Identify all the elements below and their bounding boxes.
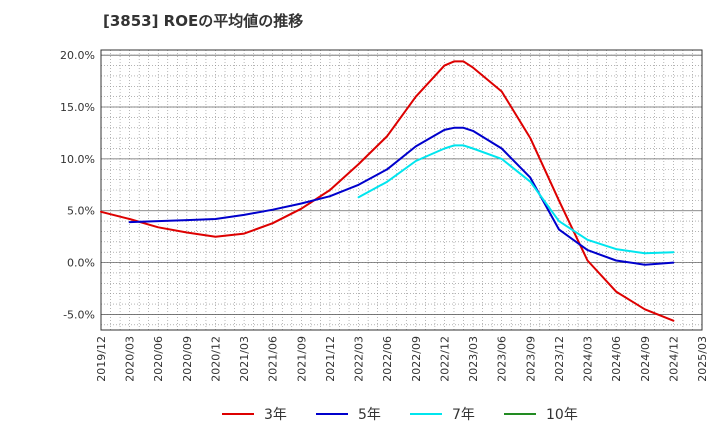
x-tick-label: 2021/12: [324, 336, 337, 382]
x-tick-label: 2021/09: [295, 336, 308, 382]
y-tick-label: 5.0%: [67, 205, 95, 218]
chart-title: [3853] ROEの平均値の推移: [103, 12, 304, 30]
y-tick-label: 0.0%: [67, 257, 95, 270]
y-tick-label: -5.0%: [63, 308, 95, 321]
series-line-7年: [357, 144, 675, 255]
y-tick-label: 10.0%: [60, 153, 95, 166]
x-tick-label: 2022/06: [381, 336, 394, 382]
x-tick-label: 2024/03: [582, 336, 595, 382]
series-line-5年: [128, 126, 675, 266]
x-tick-label: 2020/06: [152, 336, 165, 382]
x-tick-label: 2023/12: [553, 336, 566, 382]
x-tick-label: 2021/06: [267, 336, 280, 382]
x-tick-label: 2020/03: [124, 336, 137, 382]
x-tick-label: 2022/12: [438, 336, 451, 382]
grid-layer: [101, 50, 702, 330]
x-tick-label: 2020/09: [181, 336, 194, 382]
x-tick-label: 2022/09: [410, 336, 423, 382]
y-axis-ticks: 20.0% 15.0% 10.0% 5.0% 0.0% -5.0%: [60, 49, 95, 321]
series-layer: [100, 60, 675, 322]
series-line-3年: [100, 60, 675, 322]
x-tick-label: 2024/09: [639, 336, 652, 382]
x-tick-label: 2024/06: [610, 336, 623, 382]
x-tick-label: 2019/12: [95, 336, 108, 382]
legend: 3年 5年 7年 10年: [222, 407, 578, 423]
x-tick-label: 2020/12: [209, 336, 222, 382]
x-tick-label: 2021/03: [238, 336, 251, 382]
legend-label: 7年: [452, 407, 475, 423]
x-tick-label: 2022/03: [353, 336, 366, 382]
y-tick-label: 20.0%: [60, 49, 95, 62]
x-tick-label: 2025/03: [696, 336, 709, 382]
plot-frame: [100, 49, 703, 331]
x-tick-label: 2023/09: [524, 336, 537, 382]
x-axis-ticks: 2019/12 2020/03 2020/06 2020/09 2020/12 2021/…: [95, 336, 709, 382]
x-tick-label: 2023/06: [496, 336, 509, 382]
y-tick-label: 15.0%: [60, 101, 95, 114]
x-tick-label: 2024/12: [667, 336, 680, 382]
legend-label: 3年: [264, 407, 287, 423]
legend-label: 5年: [358, 407, 381, 423]
legend-label: 10年: [546, 407, 578, 423]
x-tick-label: 2023/03: [467, 336, 480, 382]
